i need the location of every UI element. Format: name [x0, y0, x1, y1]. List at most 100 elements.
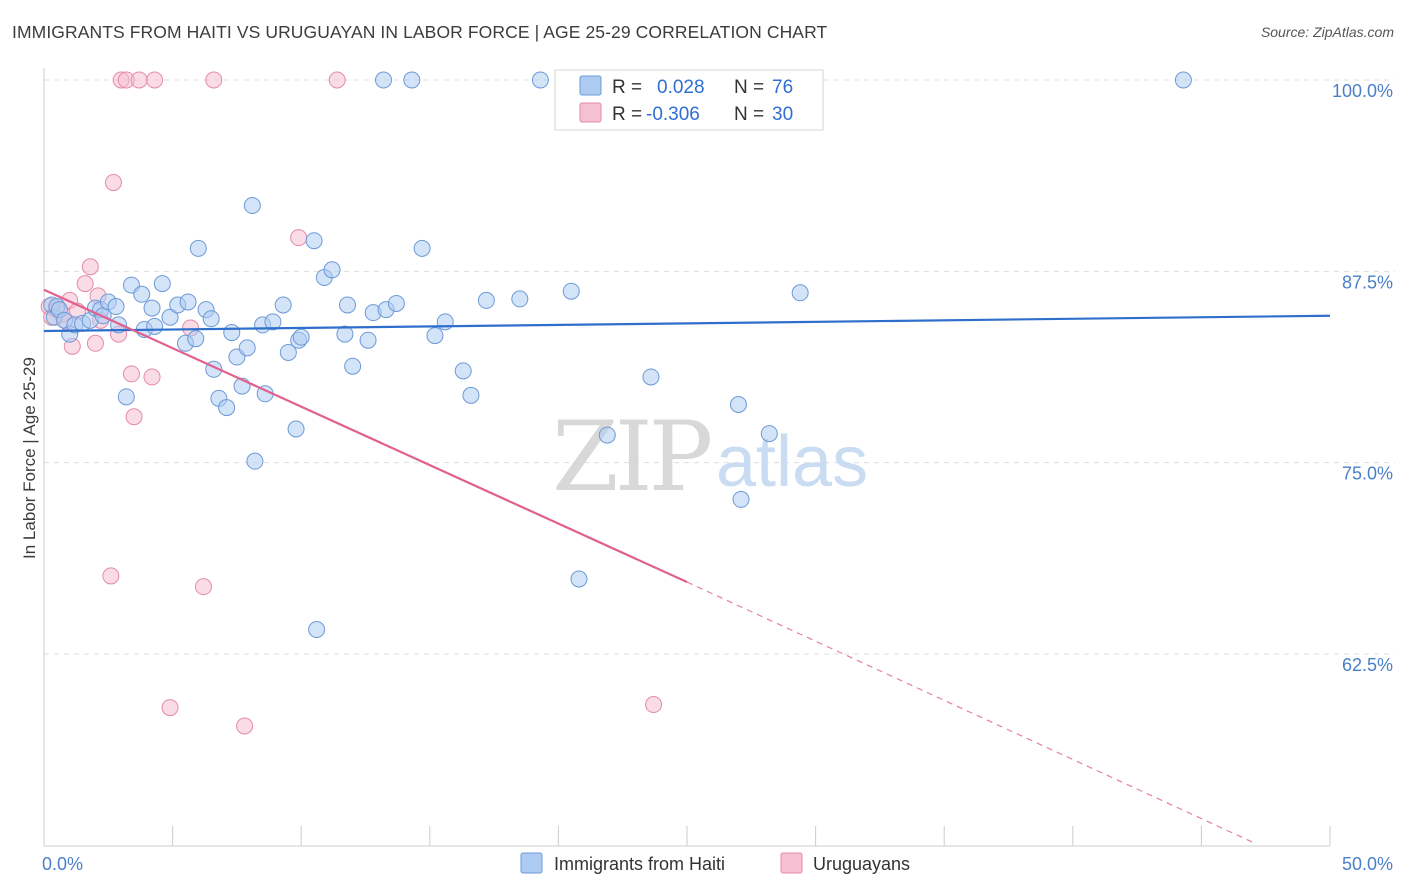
legend-pink-n-value: 30: [772, 104, 793, 125]
haiti-point-29: [202, 310, 220, 328]
haiti-point-75: [791, 284, 809, 302]
uruguayans-point-26: [205, 71, 223, 89]
watermark: ZIP atlas: [552, 401, 868, 513]
haiti-point-46: [292, 328, 310, 346]
watermark-atlas: atlas: [716, 422, 868, 502]
haiti-point-27: [189, 239, 207, 257]
legend-blue-r-label: R =: [612, 77, 642, 98]
haiti-point-42: [274, 296, 292, 314]
legend-uruguayans-label: Uruguayans: [813, 854, 910, 874]
correlation-legend: R = 0.028 N = 76 R = -0.306 N = 30: [554, 69, 824, 131]
haiti-point-59: [403, 71, 421, 89]
haiti-point-13: [107, 298, 125, 316]
haiti-point-41: [264, 313, 282, 331]
haiti-point-22: [161, 308, 179, 326]
tick-labels: 62.5% 75.0% 87.5% 100.0% 0.0% 50.0%: [42, 81, 1393, 874]
haiti-point-43: [279, 343, 297, 361]
legend-blue-n-value: 76: [772, 77, 793, 98]
uruguayans-point-13: [102, 567, 120, 585]
haiti-point-51: [336, 325, 354, 343]
chart-title: IMMIGRANTS FROM HAITI VS URUGUAYAN IN LA…: [12, 22, 828, 42]
haiti-point-36: [238, 339, 256, 357]
trend-lines: [43, 288, 1331, 843]
uruguayans-point-10: [86, 334, 104, 352]
y-tick-label-1: 75.0%: [1342, 464, 1393, 484]
series-legend: Immigrants from Haiti Uruguayans: [520, 852, 910, 874]
haiti-point-25: [179, 293, 197, 311]
axes: [43, 68, 1331, 847]
haiti-point-64: [462, 386, 480, 404]
haiti-point-19: [143, 299, 161, 317]
y-tick-label-3: 100.0%: [1332, 81, 1393, 101]
x-tick-label-1: 50.0%: [1342, 854, 1393, 874]
legend-pink-n-label: N =: [734, 104, 764, 125]
haiti-point-37: [243, 197, 261, 215]
uruguayans-point-22: [146, 71, 164, 89]
uruguayans-point-20: [130, 71, 148, 89]
haiti-point-56: [375, 71, 393, 89]
y-axis-label: In Labor Force | Age 25-29: [20, 357, 39, 559]
uruguayans-point-30: [645, 696, 663, 714]
haiti-point-67: [531, 71, 549, 89]
legend-haiti-swatch: [520, 852, 543, 874]
haiti-point-74: [760, 425, 778, 443]
uruguayans-point-9: [81, 258, 99, 276]
haiti-point-73: [732, 490, 750, 508]
haiti-point-70: [598, 426, 616, 444]
y-tick-label-0: 62.5%: [1342, 655, 1393, 675]
haiti-point-76: [1174, 71, 1192, 89]
haiti-point-72: [729, 396, 747, 414]
uruguayans-trend-line: [43, 288, 688, 584]
haiti-point-15: [117, 388, 135, 406]
uruguayans-trend-extension: [686, 581, 1254, 843]
haiti-point-71: [642, 368, 660, 386]
watermark-zip: ZIP: [552, 401, 711, 513]
uruguayans-point-18: [122, 365, 140, 383]
uruguayans-point-8: [76, 275, 94, 293]
haiti-point-47: [305, 232, 323, 250]
legend-pink-swatch: [579, 102, 602, 123]
legend-blue-n-label: N =: [734, 77, 764, 98]
haiti-point-32: [218, 399, 236, 417]
haiti-point-21: [153, 275, 171, 293]
uruguayans-point-23: [161, 699, 179, 717]
legend-blue-swatch: [579, 75, 602, 96]
haiti-point-60: [413, 239, 431, 257]
haiti-trend-line: [43, 314, 1331, 333]
chart-source: Source: ZipAtlas.com: [1260, 24, 1394, 40]
uruguayans-point-19: [125, 408, 143, 426]
x-tick-label-0: 0.0%: [42, 854, 83, 874]
haiti-point-68: [562, 282, 580, 300]
haiti-point-63: [454, 362, 472, 380]
haiti-point-52: [338, 296, 356, 314]
haiti-point-54: [359, 331, 377, 349]
y-tick-label-2: 87.5%: [1342, 272, 1393, 292]
haiti-point-20: [146, 317, 164, 335]
haiti-point-17: [133, 285, 151, 303]
haiti-point-66: [511, 290, 529, 308]
grid-lines: [44, 79, 1395, 655]
legend-haiti-label: Immigrants from Haiti: [554, 854, 725, 874]
uruguayans-point-28: [290, 229, 308, 247]
legend-blue-r-value: 0.028: [657, 77, 705, 98]
haiti-point-44: [287, 420, 305, 438]
uruguayans-point-29: [328, 71, 346, 89]
legend-pink-r-label: R =: [612, 104, 642, 125]
legend-uruguayans-swatch: [780, 852, 803, 874]
haiti-point-69: [570, 570, 588, 588]
uruguayans-point-21: [143, 368, 161, 386]
uruguayans-point-14: [104, 174, 122, 192]
haiti-point-65: [477, 291, 495, 309]
haiti-point-61: [426, 327, 444, 345]
haiti-point-53: [344, 357, 362, 375]
legend-pink-r-value: -0.306: [646, 104, 700, 125]
haiti-point-50: [323, 261, 341, 279]
haiti-point-26: [187, 330, 205, 348]
haiti-point-58: [387, 294, 405, 312]
series-haiti-points: [43, 71, 1192, 639]
uruguayans-point-27: [236, 717, 254, 735]
haiti-point-48: [308, 621, 326, 639]
haiti-point-33: [223, 324, 241, 342]
haiti-point-62: [436, 313, 454, 331]
